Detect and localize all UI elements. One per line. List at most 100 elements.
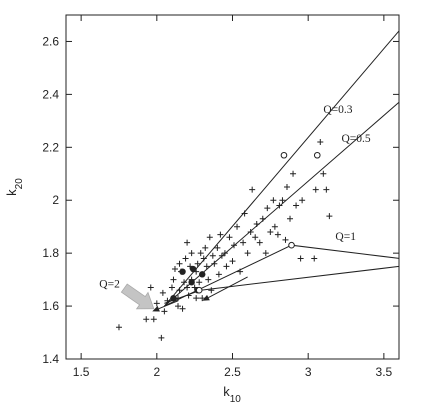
data-point-plus <box>223 263 230 270</box>
data-point-plus <box>184 284 191 291</box>
y-tick-label: 1.8 <box>42 246 59 260</box>
data-point-plus <box>211 260 218 267</box>
data-point-plus <box>221 250 228 257</box>
ticks-layer: 1.5 2 2.5 3 3.5 1.4 1.6 1.8 2 2.2 2.4 2.6 <box>42 15 399 379</box>
data-point-plus <box>115 324 122 331</box>
data-point-plus <box>274 231 281 238</box>
x-tick-label: 2.5 <box>224 365 241 379</box>
y-tick-label: 2.4 <box>42 87 59 101</box>
y-tick-label: 2 <box>52 193 59 207</box>
data-point-open <box>313 151 321 159</box>
data-point-plus <box>147 284 154 291</box>
data-point-plus <box>200 255 207 262</box>
data-point-plus <box>209 252 216 259</box>
data-point-plus <box>282 236 289 243</box>
data-point-plus <box>326 213 333 220</box>
data-point-plus <box>323 186 330 193</box>
data-point-plus <box>276 202 283 209</box>
data-point-plus <box>229 258 236 265</box>
data-point-plus <box>153 300 160 307</box>
data-point-plus <box>253 221 260 228</box>
data-point-plus <box>206 234 213 241</box>
y-tick-label: 1.4 <box>42 352 59 366</box>
data-point-filled <box>188 279 195 286</box>
data-point-plus <box>217 231 224 238</box>
data-point-plus <box>267 228 274 235</box>
data-point-plus <box>283 184 290 190</box>
y-axis-label: k20 <box>4 178 25 196</box>
data-point-plus <box>290 170 297 177</box>
arrow-shaft-2 <box>208 276 248 298</box>
data-point-plus <box>194 260 201 267</box>
data-point-plus <box>202 244 209 251</box>
annotation-1: Q=0.3 <box>323 104 352 116</box>
data-point-plus <box>264 205 271 212</box>
data-point-filled <box>189 265 197 273</box>
data-point-plus <box>215 271 222 278</box>
data-point-plus <box>170 276 177 283</box>
lines-layer <box>164 30 400 307</box>
data-point-open <box>280 151 288 159</box>
data-point-plus <box>293 202 300 209</box>
data-point-plus <box>241 210 248 217</box>
data-point-plus <box>237 268 244 275</box>
data-point-plus <box>287 215 294 222</box>
data-point-plus <box>182 255 189 262</box>
data-point-filled <box>199 271 206 278</box>
data-point-plus <box>299 197 306 204</box>
annotation-4: Q=2 <box>99 279 120 291</box>
data-point-plus <box>158 334 165 341</box>
data-point-plus <box>175 303 182 310</box>
data-point-plus <box>196 279 203 286</box>
x-tick-label: 3 <box>305 365 312 379</box>
data-point-plus <box>234 223 241 230</box>
data-point-plus <box>244 250 251 257</box>
data-point-plus <box>203 263 210 270</box>
data-point-plus <box>168 284 175 291</box>
x-tick-label: 2 <box>153 365 160 379</box>
x-tick-label: 1.5 <box>73 365 90 379</box>
data-point-plus <box>214 244 221 251</box>
data-point-plus <box>317 139 324 146</box>
data-point-plus <box>176 287 183 294</box>
annotation-3: Q=1 <box>335 231 356 243</box>
arrow-head-1 <box>152 305 160 312</box>
data-point-plus <box>256 239 263 246</box>
data-point-plus <box>218 252 225 259</box>
arrow-shaft-1 <box>158 300 179 310</box>
block-arrow <box>120 283 155 310</box>
data-point-plus <box>171 266 178 273</box>
data-point-plus <box>297 255 304 262</box>
y-tick-label: 2.6 <box>42 34 59 48</box>
data-point-plus <box>197 250 204 257</box>
data-point-open <box>288 241 295 249</box>
data-point-plus <box>161 308 168 315</box>
data-point-filled <box>170 294 177 302</box>
data-point-plus <box>179 305 186 312</box>
data-point-plus <box>181 279 188 286</box>
model-line-1 <box>164 30 400 307</box>
data-point-plus <box>320 170 327 177</box>
data-point-plus <box>270 197 277 204</box>
data-point-plus <box>205 276 212 283</box>
data-point-plus <box>311 255 318 262</box>
points-layer <box>115 139 333 341</box>
arrow-head-2 <box>202 294 210 301</box>
data-point-plus <box>185 292 192 299</box>
data-point-plus <box>279 197 286 204</box>
data-point-plus <box>312 186 319 193</box>
x-axis-label: k10 <box>223 384 241 405</box>
data-point-plus <box>259 215 266 222</box>
x-tick-label: 3.5 <box>376 365 393 379</box>
data-point-plus <box>240 239 247 246</box>
data-point-plus <box>249 186 256 193</box>
data-point-plus <box>262 250 269 257</box>
annotations-layer: Q=0.3 Q=0.5 Q=1 Q=2 <box>99 104 371 291</box>
data-point-plus <box>193 295 200 302</box>
data-point-open <box>195 286 203 294</box>
y-tick-label: 2.2 <box>42 140 59 154</box>
data-point-plus <box>159 289 166 296</box>
data-point-plus <box>150 316 157 323</box>
annotation-2: Q=0.5 <box>341 133 370 145</box>
